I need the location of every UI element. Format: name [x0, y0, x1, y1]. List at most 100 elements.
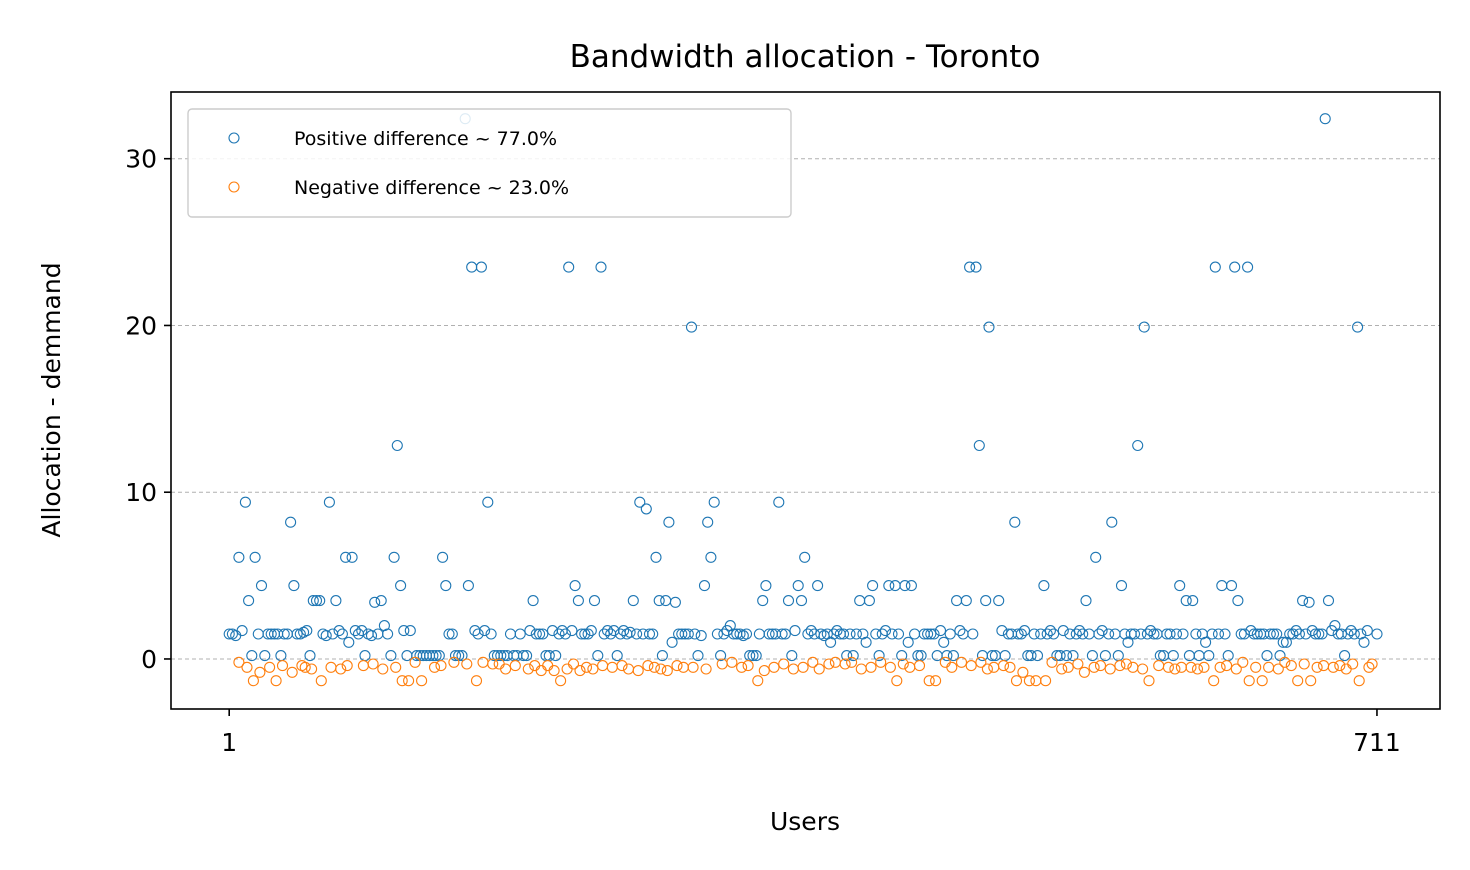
data-point [1366, 658, 1378, 670]
data-point [585, 625, 597, 637]
x-tick-label: 1 [221, 728, 237, 757]
data-point [307, 595, 319, 607]
data-point [555, 675, 567, 687]
data-point [964, 261, 976, 273]
data-point [1361, 625, 1373, 637]
data-point [320, 630, 332, 642]
data-point [388, 551, 400, 563]
data-point [715, 650, 727, 662]
data-point [860, 636, 872, 648]
data-point [1174, 580, 1186, 592]
data-point [588, 595, 601, 607]
data-point [550, 650, 562, 662]
data-point [1232, 595, 1244, 607]
data-point [1261, 650, 1273, 662]
data-point [1334, 660, 1346, 672]
data-point [462, 580, 474, 592]
x-axis-label: Users [770, 807, 840, 836]
data-point [230, 630, 242, 642]
data-point [514, 628, 526, 640]
data-point [708, 496, 720, 508]
data-point [1316, 628, 1328, 640]
data-point [711, 628, 723, 640]
data-point [661, 665, 673, 677]
data-point [1230, 663, 1242, 675]
data-point [1309, 628, 1322, 640]
data-point [325, 661, 337, 673]
legend-box [187, 108, 792, 218]
y-gridlines [171, 158, 1440, 660]
data-point [396, 675, 408, 687]
data-point [831, 625, 843, 637]
data-point [787, 663, 799, 675]
data-point [1086, 650, 1098, 662]
data-point [1180, 595, 1192, 607]
data-point [930, 675, 942, 687]
data-point [813, 663, 825, 675]
data-point [461, 658, 473, 670]
data-point [1251, 628, 1263, 640]
data-point [1256, 675, 1268, 687]
data-point [401, 650, 413, 662]
data-point [569, 580, 581, 592]
data-point [879, 625, 892, 637]
data-point [976, 650, 989, 662]
data-point [996, 625, 1008, 637]
plot-frame [170, 91, 1441, 710]
data-point [965, 660, 977, 672]
data-point [223, 628, 235, 640]
data-point [934, 625, 947, 637]
data-point [323, 496, 335, 508]
data-point [873, 650, 885, 662]
data-point [1162, 661, 1174, 673]
data-point [382, 628, 394, 640]
data-point [1271, 628, 1283, 640]
data-point [702, 516, 714, 528]
y-tick-label: 10 [125, 478, 157, 507]
data-point [1088, 661, 1100, 673]
data-point [1103, 628, 1115, 640]
data-point [566, 625, 578, 637]
data-point [1115, 580, 1128, 592]
data-point [698, 580, 711, 592]
data-point [285, 516, 297, 528]
data-point [909, 628, 921, 640]
data-point [677, 661, 689, 673]
data-point [239, 496, 251, 508]
data-point [624, 626, 636, 638]
data-point [792, 580, 804, 592]
data-point [286, 666, 298, 678]
data-point [660, 595, 672, 607]
data-point [928, 628, 940, 640]
data-point [1015, 628, 1027, 640]
data-point [1305, 675, 1317, 687]
data-point [1193, 650, 1205, 662]
data-point [1148, 628, 1160, 640]
data-point [865, 661, 877, 673]
data-point [997, 660, 1010, 672]
data-point [1298, 658, 1310, 670]
data-point [955, 656, 968, 668]
data-point [946, 661, 958, 673]
data-point [1054, 650, 1066, 662]
data-point [647, 628, 659, 640]
data-point [576, 628, 588, 640]
data-point [249, 551, 261, 563]
data-point [1209, 261, 1221, 273]
data-point [391, 439, 403, 452]
data-point [349, 625, 361, 637]
data-point [1104, 663, 1116, 675]
data-point [1327, 661, 1339, 673]
data-point [1371, 628, 1383, 640]
data-point [582, 628, 594, 640]
data-point [1177, 628, 1189, 640]
data-point [252, 628, 264, 640]
data-point [837, 628, 850, 640]
data-point [1206, 628, 1218, 640]
data-point [243, 595, 255, 607]
data-point [255, 580, 268, 592]
data-point [369, 596, 381, 608]
data-point [846, 656, 858, 668]
data-point [913, 660, 926, 672]
data-point [375, 595, 387, 607]
